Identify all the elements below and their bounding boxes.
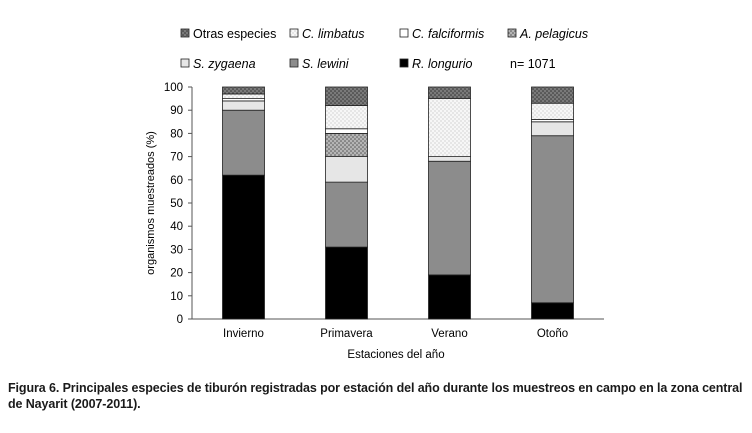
legend: Otras especies C. limbatus C. falciformi…	[180, 27, 588, 71]
x-ticks: Invierno Primavera Verano Otoño	[223, 328, 568, 340]
legend-label-a-pelagicus: A. pelagicus	[519, 27, 588, 41]
stacked-bar-chart: Otras especies C. limbatus C. falciformi…	[145, 27, 604, 361]
bar-segment-otras-especies-verano	[428, 86, 471, 100]
x-axis-title: Estaciones del año	[347, 349, 444, 361]
legend-label-s-lewini: S. lewini	[302, 57, 350, 71]
x-tick-label-invierno: Invierno	[223, 328, 264, 340]
bar-segment-s-zygaena-oto-o	[531, 121, 574, 137]
x-tick-label-oto-o: Otoño	[537, 328, 568, 340]
y-tick-label: 20	[170, 268, 183, 280]
bar-segment-otras-especies-oto-o	[531, 86, 574, 104]
legend-swatch-a-pelagicus	[507, 28, 517, 38]
y-tick-label: 30	[170, 244, 183, 256]
bar-segment-c-limbatus-invierno	[222, 93, 265, 99]
sample-size-label: n= 1071	[510, 57, 556, 71]
figure-caption: Figura 6. Principales especies de tiburó…	[8, 381, 743, 411]
x-tick-label-verano: Verano	[431, 328, 467, 340]
bar-segment-c-limbatus-oto-o	[531, 102, 574, 120]
bar-segment-r-longurio-primavera	[325, 246, 368, 320]
y-tick-label: 70	[170, 152, 183, 164]
y-ticks: 0 10 20 30 40 50 60 70 80 90 100	[164, 82, 192, 326]
x-tick-label-primavera: Primavera	[320, 328, 373, 340]
y-tick-label: 90	[170, 105, 183, 117]
bar-segment-c-limbatus-primavera	[325, 105, 368, 130]
y-tick-label: 10	[170, 291, 183, 303]
legend-label-c-falciformis: C. falciformis	[412, 27, 484, 41]
bar-segment-s-zygaena-verano	[428, 156, 471, 162]
bar-segment-otras-especies-primavera	[325, 86, 368, 106]
legend-swatch-s-zygaena	[180, 58, 190, 68]
bar-segment-otras-especies-invierno	[222, 86, 265, 95]
bar-segment-r-longurio-invierno	[222, 174, 265, 320]
bar-segment-s-lewini-verano	[428, 160, 471, 276]
bar-segment-r-longurio-oto-o	[531, 302, 574, 320]
y-tick-label: 60	[170, 175, 183, 187]
legend-label-s-zygaena: S. zygaena	[193, 57, 256, 71]
bar-segment-s-zygaena-invierno	[222, 100, 265, 111]
legend-swatch-c-limbatus	[289, 28, 299, 38]
legend-label-otras-especies: Otras especies	[193, 27, 276, 41]
legend-swatch-s-lewini	[289, 58, 299, 68]
y-tick-label: 100	[164, 82, 183, 94]
legend-swatch-c-falciformis	[399, 28, 409, 38]
y-tick-label: 50	[170, 198, 183, 210]
legend-label-c-limbatus: C. limbatus	[302, 27, 365, 41]
bar-segment-a-pelagicus-primavera	[325, 132, 368, 157]
legend-label-r-longurio: R. longurio	[412, 57, 472, 71]
y-tick-label: 0	[177, 314, 183, 326]
bar-segment-s-zygaena-primavera	[325, 156, 368, 183]
bar-segment-s-lewini-oto-o	[531, 135, 574, 304]
legend-swatch-otras-especies	[180, 28, 190, 38]
y-tick-label: 40	[170, 221, 183, 233]
y-tick-label: 80	[170, 128, 183, 140]
bars	[222, 86, 574, 320]
bar-segment-s-lewini-invierno	[222, 109, 265, 176]
bar-segment-r-longurio-verano	[428, 274, 471, 320]
bar-segment-c-falciformis-primavera	[325, 128, 368, 134]
bar-segment-c-limbatus-verano	[428, 98, 471, 157]
y-axis-title: organismos muestreados (%)	[145, 131, 157, 275]
bar-segment-s-lewini-primavera	[325, 181, 368, 248]
legend-swatch-r-longurio	[399, 58, 409, 68]
